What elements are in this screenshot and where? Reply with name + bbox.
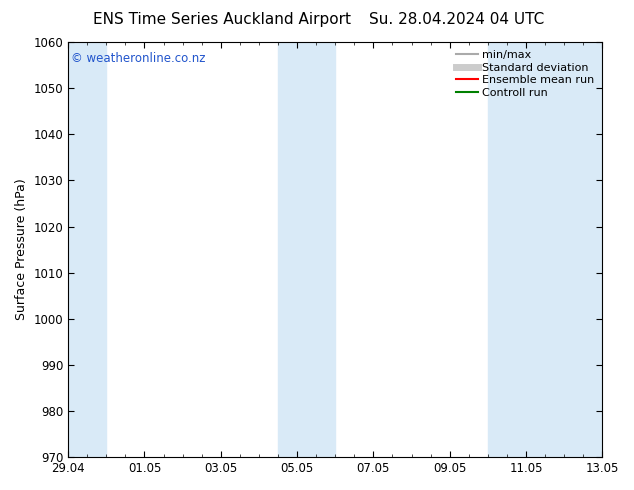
Text: © weatheronline.co.nz: © weatheronline.co.nz — [71, 52, 205, 66]
Bar — [278, 42, 335, 457]
Bar — [49, 42, 107, 457]
Y-axis label: Surface Pressure (hPa): Surface Pressure (hPa) — [15, 179, 28, 320]
Legend: min/max, Standard deviation, Ensemble mean run, Controll run: min/max, Standard deviation, Ensemble me… — [453, 48, 597, 100]
Text: ENS Time Series Auckland Airport: ENS Time Series Auckland Airport — [93, 12, 351, 27]
Text: Su. 28.04.2024 04 UTC: Su. 28.04.2024 04 UTC — [369, 12, 544, 27]
Bar — [488, 42, 621, 457]
